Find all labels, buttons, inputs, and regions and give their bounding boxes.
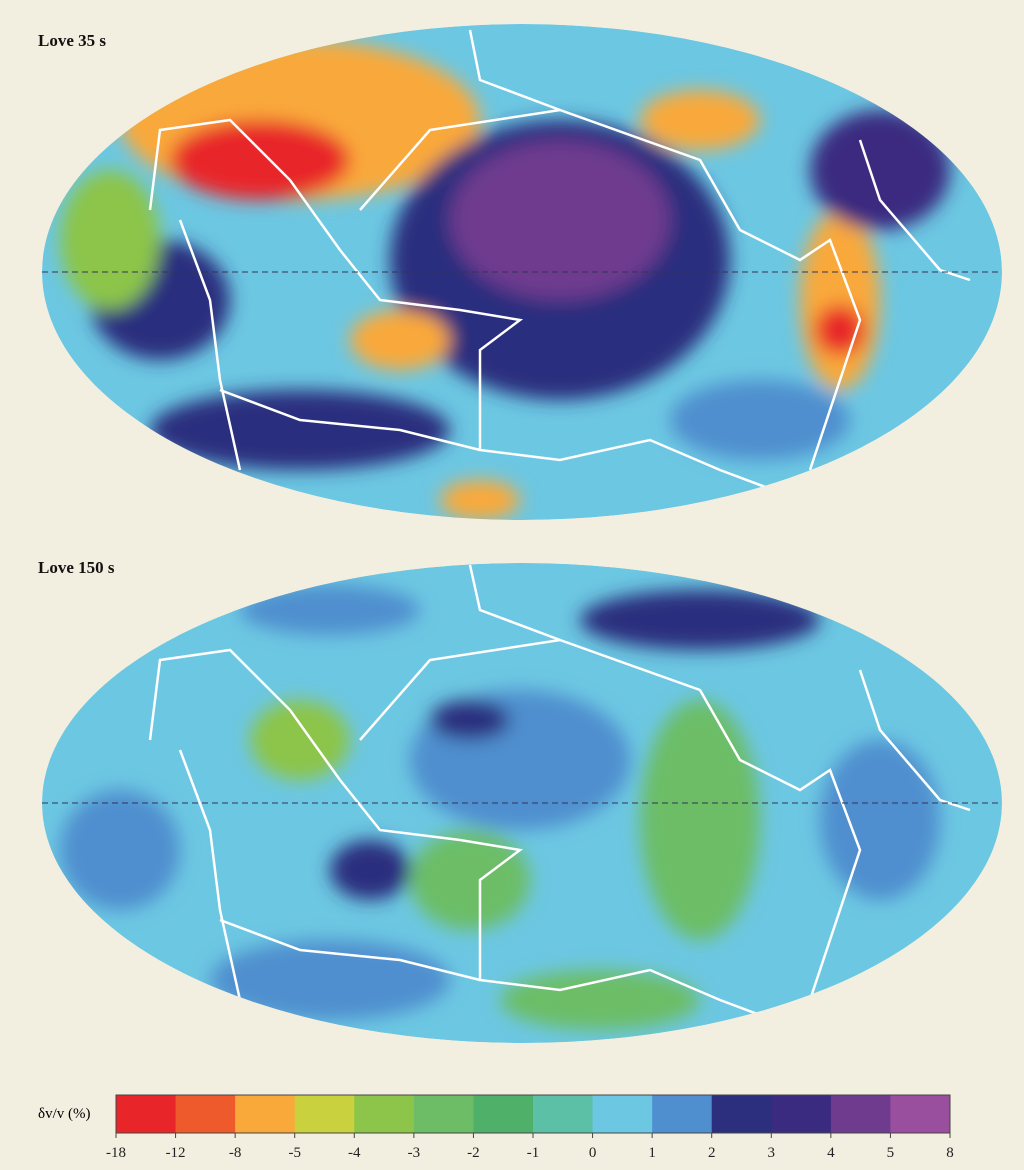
color-segment: [294, 1095, 355, 1133]
tick-label: -5: [288, 1145, 301, 1161]
color-segment: [533, 1095, 594, 1133]
color-segment: [592, 1095, 653, 1133]
tick-label: 5: [887, 1145, 895, 1161]
map-title: Love 150 s: [38, 558, 115, 577]
tick-label: 4: [827, 1145, 835, 1161]
color-segment: [473, 1095, 534, 1133]
colorbar-label: δv/v (%): [38, 1106, 90, 1122]
map-35s: [42, 24, 1002, 520]
color-segment: [413, 1095, 474, 1133]
color-segment: [830, 1095, 891, 1133]
color-segment: [116, 1095, 177, 1133]
tick-label: 1: [648, 1145, 656, 1161]
tick-label: -18: [106, 1145, 126, 1161]
tick-label: 2: [708, 1145, 716, 1161]
tick-label: -3: [408, 1145, 421, 1161]
color-segment: [890, 1095, 951, 1133]
color-segment: [235, 1095, 296, 1133]
tick-label: 3: [768, 1145, 776, 1161]
tick-label: -8: [229, 1145, 242, 1161]
tick-label: 8: [946, 1145, 954, 1161]
tick-label: -2: [467, 1145, 480, 1161]
color-segment: [652, 1095, 713, 1133]
tick-label: -4: [348, 1145, 361, 1161]
colorbar: -18 -12 -8 -5 -4 -3 -2 -1 0 1 2 3 4 5 8: [106, 1094, 954, 1161]
tick-label: -12: [166, 1145, 186, 1161]
color-segment: [175, 1095, 236, 1133]
map-150s: [42, 563, 1002, 1043]
color-segment: [711, 1095, 772, 1133]
color-segment: [771, 1095, 832, 1133]
map-title: Love 35 s: [38, 31, 106, 50]
color-segment: [354, 1095, 415, 1133]
tick-label: 0: [589, 1145, 597, 1161]
tick-label: -1: [527, 1145, 540, 1161]
